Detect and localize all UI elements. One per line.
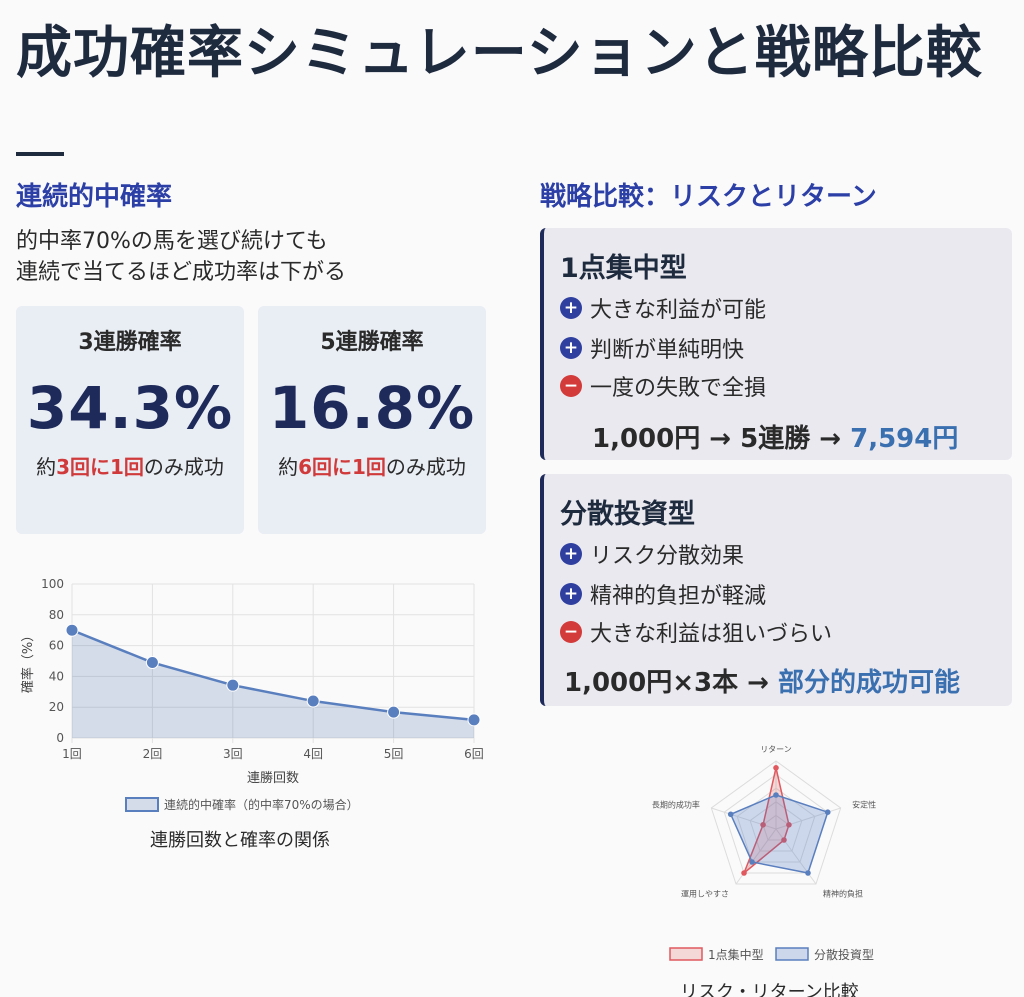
- section-heading-streak: 連続的中確率: [16, 182, 173, 212]
- radar-point: [760, 821, 766, 828]
- minus-icon: −: [560, 621, 582, 643]
- data-point: [467, 713, 481, 727]
- radar-point: [824, 809, 831, 815]
- plus-icon: +: [560, 337, 582, 359]
- plus-icon: +: [560, 297, 582, 319]
- stat-card-value: 16.8%: [268, 374, 476, 442]
- minus-icon: −: [560, 375, 582, 397]
- chart-caption: 連勝回数と確率の関係: [150, 830, 330, 851]
- stat-card-5-streak: 5連勝確率 16.8% 約6回に1回のみ成功: [258, 306, 486, 534]
- legend-label: 連続的中確率（的中率70%の場合）: [164, 797, 359, 812]
- radar-axis-label: 運用しやすさ: [681, 890, 729, 899]
- radar-caption: リスク・リターン比較: [680, 982, 859, 997]
- intro-line-1: 的中率70%の馬を選び続けても: [16, 229, 328, 254]
- page-title: 成功確率シミュレーションと戦略比較: [16, 21, 983, 86]
- strategy-title: 分散投資型: [560, 499, 695, 530]
- strategy-point: − 大きな利益は狙いづらい: [560, 618, 832, 647]
- legend-swatch: [669, 947, 703, 961]
- x-tick-label: 4回: [303, 747, 323, 761]
- x-tick-label: 3回: [223, 747, 243, 761]
- stat-card-note: 約6回に1回のみ成功: [278, 455, 466, 479]
- strategy-point: + 判断が単純明快: [560, 334, 744, 363]
- stat-card-title: 3連勝確率: [78, 330, 182, 355]
- strategy-title: 1点集中型: [560, 253, 687, 284]
- x-axis-title: 連勝回数: [247, 771, 299, 786]
- legend-label: 分散投資型: [814, 947, 874, 962]
- strategy-result: 1,000円 → 5連勝 → 7,594円: [592, 424, 959, 454]
- stat-card-title: 5連勝確率: [320, 330, 424, 355]
- y-tick-label: 60: [49, 639, 64, 653]
- y-tick-label: 100: [41, 577, 64, 591]
- strategy-point: + 大きな利益が可能: [560, 294, 766, 323]
- radar-point: [727, 811, 734, 818]
- intro-text: 的中率70%の馬を選び続けても 連続で当てるほど成功率は下がる: [16, 226, 486, 288]
- stat-card-note: 約3回に1回のみ成功: [36, 455, 224, 479]
- radar-grid-ring: [710, 760, 842, 885]
- intro-line-2: 連続で当てるほど成功率は下がる: [16, 260, 347, 285]
- data-point: [387, 705, 401, 719]
- y-tick-label: 40: [49, 669, 64, 683]
- title-divider: [16, 152, 64, 156]
- strategy-point: + リスク分散効果: [560, 540, 744, 569]
- result-highlight: 部分的成功可能: [778, 668, 961, 698]
- radar-point: [741, 870, 747, 876]
- x-tick-label: 2回: [143, 747, 163, 761]
- result-highlight: 7,594円: [850, 424, 959, 454]
- radar-point: [805, 870, 811, 876]
- data-point: [306, 694, 320, 708]
- y-tick-label: 80: [49, 608, 64, 622]
- stat-card-value: 34.3%: [26, 374, 234, 442]
- radar-axis-label: 安定性: [852, 799, 876, 809]
- legend-label: 1点集中型: [708, 947, 764, 962]
- y-tick-label: 20: [49, 700, 64, 714]
- data-point: [145, 656, 159, 670]
- section-heading-strategy: 戦略比較：リスクとリターン: [540, 182, 877, 212]
- series-line: [71, 629, 475, 722]
- radar-grid-ring: [736, 787, 816, 863]
- stat-highlight: 3回に1回: [56, 455, 144, 479]
- radar-series-area: [729, 794, 829, 874]
- strategy-point: + 精神的負担が軽減: [560, 580, 766, 609]
- x-tick-label: 5回: [384, 747, 404, 761]
- y-tick-label: 0: [56, 731, 64, 745]
- radar-axis-label: 長期的成功率: [652, 799, 700, 809]
- data-point: [65, 623, 79, 637]
- strategy-result: 1,000円×3本 → 部分的成功可能: [564, 668, 961, 698]
- stat-highlight: 6回に1回: [298, 455, 386, 479]
- series-area: [72, 630, 474, 738]
- data-point: [226, 678, 240, 692]
- legend-swatch: [775, 947, 809, 961]
- strategy-card-concentrated: 1点集中型 + 大きな利益が可能 + 判断が単純明快 − 一度の失敗で全損 1,000…: [540, 228, 1012, 460]
- radar-point: [773, 792, 779, 798]
- x-tick-label: 1回: [62, 747, 82, 761]
- x-tick-label: 6回: [464, 747, 484, 761]
- radar-grid-ring: [749, 801, 803, 852]
- plus-icon: +: [560, 543, 582, 565]
- strategy-point: − 一度の失敗で全損: [560, 372, 766, 401]
- radar-axis-label: 精神的負担: [823, 889, 863, 899]
- radar-grid-ring: [723, 773, 829, 874]
- strategy-card-diversified: 分散投資型 + リスク分散効果 + 精神的負担が軽減 − 大きな利益は狙いづらい 1,…: [540, 474, 1012, 706]
- radar-point: [773, 765, 779, 771]
- radar-point: [749, 859, 755, 865]
- legend-swatch: [125, 797, 159, 812]
- radar-point: [786, 821, 792, 828]
- stat-card-3-streak: 3連勝確率 34.3% 約3回に1回のみ成功: [16, 306, 244, 534]
- radar-point: [781, 837, 787, 843]
- plus-icon: +: [560, 583, 582, 605]
- radar-axis-label: リターン: [760, 745, 792, 754]
- y-axis-title: 確率（%）: [20, 629, 36, 693]
